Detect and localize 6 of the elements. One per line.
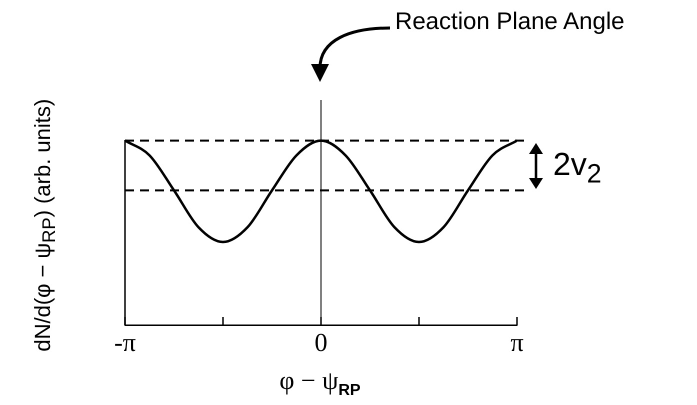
x-axis-title: φ − ψ$_{RP}$	[278, 366, 362, 400]
x-tick-label: π	[510, 328, 524, 357]
text: Reaction Plane Angle	[395, 8, 624, 36]
x-tick-label: 0	[314, 328, 328, 357]
text: 2v$_{2}$	[553, 146, 602, 190]
x-tick-label: -π	[114, 328, 136, 357]
